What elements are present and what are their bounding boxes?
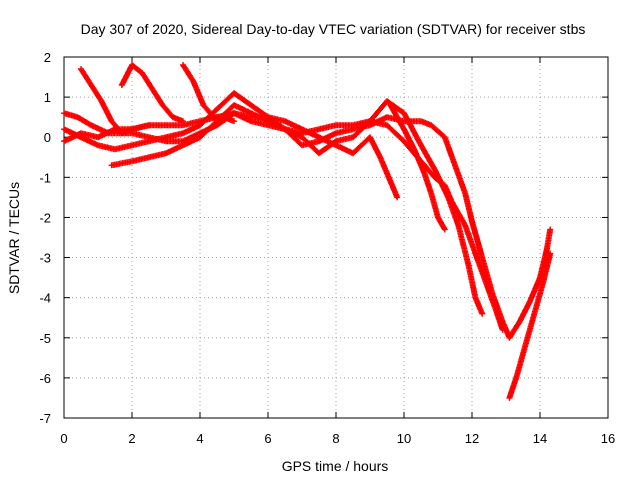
y-tick-label: -4 — [39, 291, 51, 306]
y-tick-label: -2 — [39, 210, 51, 225]
x-tick-label: 10 — [397, 431, 411, 446]
series-8 — [387, 102, 448, 233]
series-7 — [180, 62, 237, 125]
x-tick-label: 14 — [533, 431, 547, 446]
y-tick-label: 0 — [44, 130, 51, 145]
series-6 — [118, 62, 186, 125]
x-tick-label: 16 — [601, 431, 615, 446]
x-tick-label: 6 — [264, 431, 271, 446]
x-tick-label: 12 — [465, 431, 479, 446]
y-tick-label: -5 — [39, 331, 51, 346]
y-tick-label: -7 — [39, 411, 51, 426]
grid — [64, 57, 608, 418]
series-5-markers — [78, 66, 152, 137]
series-7-markers — [180, 62, 237, 125]
x-tick-label: 2 — [128, 431, 135, 446]
x-tick-label: 8 — [332, 431, 339, 446]
x-axis-title: GPS time / hours — [282, 458, 389, 474]
y-axis-title: SDTVAR / TECUs — [6, 182, 22, 294]
y-tick-label: -3 — [39, 251, 51, 266]
series-4-markers — [61, 110, 401, 201]
series-8-markers — [387, 102, 448, 233]
y-tick-label: 1 — [44, 90, 51, 105]
x-tick-label: 0 — [60, 431, 67, 446]
y-tick-label: 2 — [44, 50, 51, 65]
data-points — [61, 62, 554, 401]
series-6-markers — [118, 62, 186, 125]
series-9 — [506, 250, 554, 401]
series-5 — [78, 66, 152, 137]
y-tick-label: -6 — [39, 371, 51, 386]
plot-frame — [63, 56, 609, 419]
series-4 — [61, 110, 401, 201]
chart-title: Day 307 of 2020, Sidereal Day-to-day VTE… — [81, 21, 586, 37]
y-tick-label: -1 — [39, 170, 51, 185]
x-tick-label: 4 — [196, 431, 203, 446]
series-9-markers — [506, 250, 554, 401]
